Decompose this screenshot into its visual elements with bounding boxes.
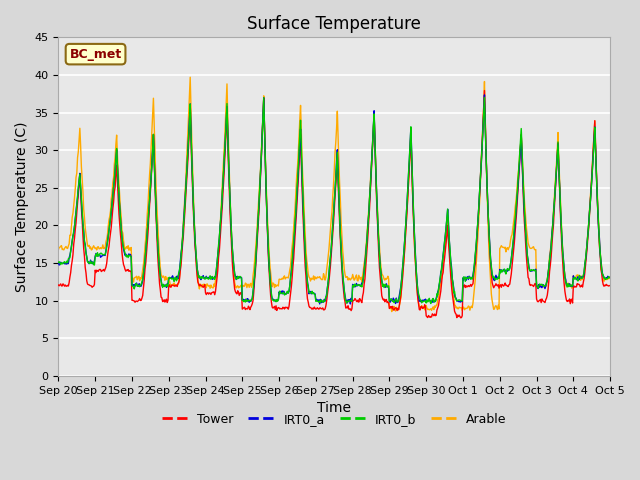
Arable: [54, 247, 62, 252]
Tower: [417, 304, 425, 310]
IRT0_a: [206, 276, 214, 281]
IRT0_b: [481, 95, 488, 100]
IRT0_a: [177, 251, 185, 256]
Legend: Tower, IRT0_a, IRT0_b, Arable: Tower, IRT0_a, IRT0_b, Arable: [157, 408, 511, 431]
Tower: [206, 290, 214, 296]
X-axis label: Time: Time: [317, 401, 351, 415]
IRT0_b: [54, 259, 62, 265]
Arable: [186, 74, 194, 80]
IRT0_a: [605, 275, 613, 280]
Arable: [65, 243, 72, 249]
IRT0_a: [346, 301, 354, 307]
Line: IRT0_b: IRT0_b: [58, 97, 609, 303]
Line: IRT0_a: IRT0_a: [58, 95, 609, 304]
Arable: [403, 219, 410, 225]
Arable: [177, 256, 185, 262]
Tower: [605, 283, 613, 288]
Tower: [481, 88, 488, 94]
IRT0_a: [418, 300, 426, 305]
IRT0_b: [427, 300, 435, 306]
Y-axis label: Surface Temperature (C): Surface Temperature (C): [15, 121, 29, 292]
Tower: [65, 283, 72, 289]
Text: BC_met: BC_met: [69, 48, 122, 60]
IRT0_a: [481, 92, 488, 98]
Tower: [54, 282, 62, 288]
IRT0_b: [121, 250, 129, 256]
Arable: [207, 282, 215, 288]
Arable: [121, 246, 129, 252]
Tower: [121, 266, 129, 272]
Arable: [388, 309, 396, 314]
Tower: [177, 262, 185, 268]
IRT0_a: [121, 252, 129, 258]
Line: Tower: Tower: [58, 91, 609, 318]
Line: Arable: Arable: [58, 77, 609, 312]
IRT0_a: [402, 225, 410, 230]
IRT0_b: [417, 297, 425, 303]
IRT0_b: [401, 237, 408, 243]
IRT0_b: [605, 275, 613, 280]
IRT0_b: [177, 254, 185, 260]
Arable: [605, 276, 613, 281]
IRT0_b: [65, 256, 72, 262]
IRT0_a: [54, 260, 62, 265]
Arable: [419, 304, 426, 310]
Tower: [401, 245, 408, 251]
Tower: [457, 315, 465, 321]
Title: Surface Temperature: Surface Temperature: [247, 15, 421, 33]
IRT0_a: [65, 261, 72, 266]
IRT0_b: [206, 273, 214, 279]
